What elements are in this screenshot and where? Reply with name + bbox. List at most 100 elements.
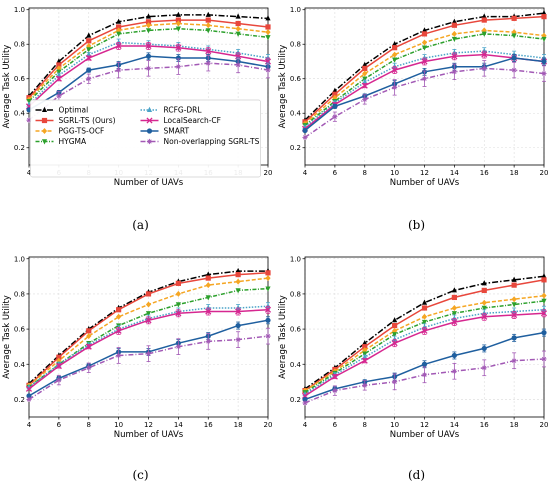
- data-point: [362, 96, 368, 103]
- data-point: [145, 311, 152, 317]
- data-point: [116, 39, 122, 45]
- x-tick-label: 6: [57, 421, 62, 429]
- x-tick-label: 10: [114, 421, 123, 429]
- data-point: [56, 354, 62, 360]
- series-line: [28, 41, 269, 106]
- data-point: [362, 70, 368, 77]
- data-point: [511, 51, 517, 57]
- data-point: [175, 310, 182, 317]
- x-tick-label: 8: [87, 421, 91, 429]
- data-point: [116, 313, 122, 320]
- data-point: [25, 385, 33, 392]
- x-tick-label: 4: [303, 169, 308, 177]
- data-point: [421, 372, 428, 378]
- data-point: [302, 127, 308, 134]
- data-point: [115, 42, 122, 50]
- data-point: [265, 333, 271, 339]
- data-point: [86, 333, 92, 340]
- data-point: [205, 28, 211, 34]
- x-axis-label: Number of UAVs: [390, 178, 460, 188]
- series-6: [25, 305, 272, 392]
- data-point: [265, 54, 271, 61]
- y-tick-label: 0.4: [14, 361, 26, 369]
- data-point: [85, 343, 92, 350]
- data-point: [116, 24, 122, 30]
- series-8: [26, 55, 271, 123]
- data-point: [175, 280, 181, 286]
- y-axis-label: Average Task Utility: [278, 295, 288, 379]
- data-point: [265, 275, 271, 282]
- y-tick-label: 0.6: [14, 326, 26, 334]
- data-point: [265, 35, 271, 41]
- data-point: [86, 365, 92, 371]
- data-point: [421, 76, 428, 82]
- data-point: [235, 31, 241, 37]
- data-point: [175, 17, 181, 23]
- data-point: [541, 356, 547, 362]
- data-point: [511, 308, 517, 314]
- data-point: [451, 69, 457, 75]
- y-tick-label: 1.0: [290, 6, 301, 14]
- chart-panel-4: 4 6 8 10 12 14 16 18 20 0.2 0.4 0.6 0.8 1.0 Number of …: [278, 255, 548, 482]
- legend-marker: [41, 128, 48, 134]
- data-point: [421, 27, 428, 33]
- data-point: [175, 20, 181, 27]
- legend-label: SMART: [164, 127, 190, 136]
- legend-marker: [146, 106, 153, 112]
- x-tick-label: 16: [480, 421, 489, 429]
- data-point: [302, 396, 308, 403]
- data-point: [235, 288, 241, 294]
- data-point: [86, 42, 92, 49]
- series-line: [28, 27, 269, 102]
- data-point: [235, 322, 241, 329]
- data-point: [332, 87, 338, 93]
- data-point: [392, 63, 398, 69]
- x-tick-label: 4: [27, 421, 32, 429]
- y-tick-label: 1.0: [14, 255, 25, 263]
- data-point: [392, 45, 398, 51]
- y-tick-label: 0.2: [290, 144, 301, 152]
- data-point: [511, 276, 517, 282]
- data-point: [205, 308, 212, 315]
- data-point: [205, 17, 211, 23]
- x-tick-label: 20: [264, 169, 273, 177]
- y-axis-label: Average Task Utility: [278, 45, 288, 129]
- y-tick-label: 0.2: [14, 396, 25, 404]
- legend-marker: [41, 117, 48, 124]
- y-tick-label: 0.8: [290, 290, 301, 298]
- data-point: [26, 117, 32, 123]
- data-point: [451, 53, 458, 60]
- data-point: [175, 302, 181, 308]
- x-tick-label: 20: [540, 169, 549, 177]
- data-point: [175, 44, 182, 51]
- data-point: [26, 396, 32, 403]
- data-point: [145, 28, 152, 34]
- data-point: [362, 65, 368, 71]
- data-point: [56, 72, 62, 78]
- data-point: [392, 41, 398, 47]
- data-point: [145, 301, 152, 308]
- data-point: [421, 313, 428, 320]
- data-point: [265, 67, 271, 73]
- data-point: [421, 58, 428, 65]
- data-point: [331, 373, 338, 380]
- data-point: [265, 24, 271, 30]
- data-point: [511, 296, 517, 303]
- data-point: [541, 58, 547, 65]
- data-point: [265, 317, 271, 323]
- data-point: [421, 39, 428, 46]
- y-tick-label: 0.4: [14, 110, 26, 118]
- data-point: [481, 51, 488, 58]
- data-point: [175, 26, 181, 32]
- data-point: [421, 361, 428, 367]
- data-point: [481, 65, 487, 71]
- data-point: [362, 339, 368, 346]
- data-point: [265, 303, 271, 309]
- data-point: [541, 70, 547, 77]
- x-tick-label: 18: [510, 169, 519, 177]
- x-axis-label: Number of UAVs: [114, 178, 184, 188]
- legend-label: PGG-TS-OCF: [59, 127, 105, 136]
- data-point: [115, 327, 122, 334]
- data-point: [481, 287, 487, 294]
- data-point: [451, 30, 457, 37]
